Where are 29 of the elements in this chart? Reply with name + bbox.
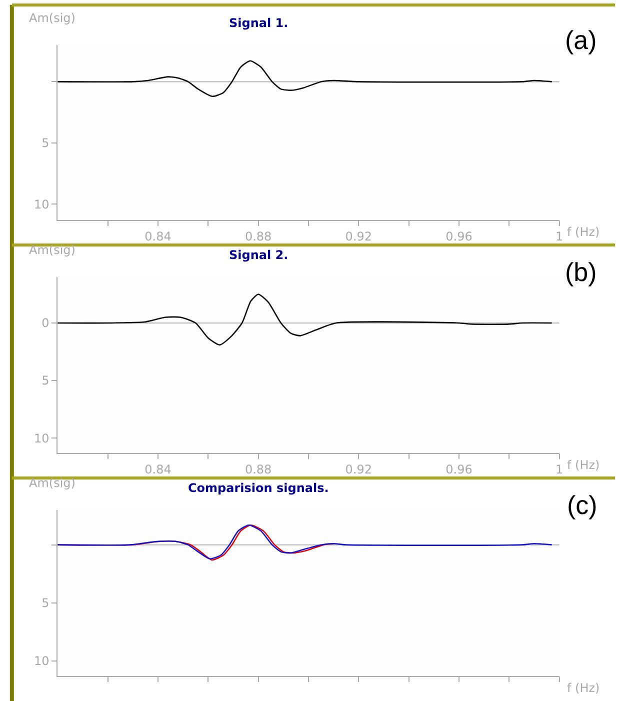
x-tick-label: 1	[556, 229, 564, 244]
x-tick-label: 0.88	[244, 229, 272, 244]
x-tick-label: 0.92	[345, 229, 372, 244]
y-tick-label: 5	[42, 136, 50, 150]
y-tick-label: 10	[34, 431, 50, 446]
y-axis-title: Am(sig)	[29, 243, 76, 257]
y-axis-title: Am(sig)	[29, 11, 76, 25]
y-tick-label: 5	[42, 596, 50, 610]
y-tick-label: 10	[34, 654, 50, 668]
y-tick-label: 5	[42, 374, 50, 388]
text: (b)	[565, 257, 597, 287]
x-tick-label: 0.96	[446, 462, 472, 476]
x-axis-title: f (Hz)	[567, 225, 600, 239]
x-tick-label: 1	[556, 462, 564, 476]
chart-title: Signal 1.	[229, 16, 288, 30]
x-axis-title: f (Hz)	[567, 681, 600, 695]
x-tick-label: 0.96	[446, 229, 472, 244]
chart-title: Comparision signals.	[188, 481, 329, 495]
x-tick-label: 0.84	[144, 229, 172, 244]
x-axis-title: f (Hz)	[567, 458, 600, 472]
x-tick-label: 0.92	[345, 462, 372, 476]
x-tick-label: 0.88	[244, 462, 272, 476]
x-tick-label: 0.84	[144, 462, 172, 476]
y-tick-label: 10	[34, 197, 50, 212]
text: (c)	[567, 490, 598, 520]
text: (a)	[565, 25, 597, 55]
chart-title: Signal 2.	[229, 248, 288, 262]
y-axis-title: Am(sig)	[29, 476, 76, 490]
y-tick-label: 0	[42, 316, 50, 330]
